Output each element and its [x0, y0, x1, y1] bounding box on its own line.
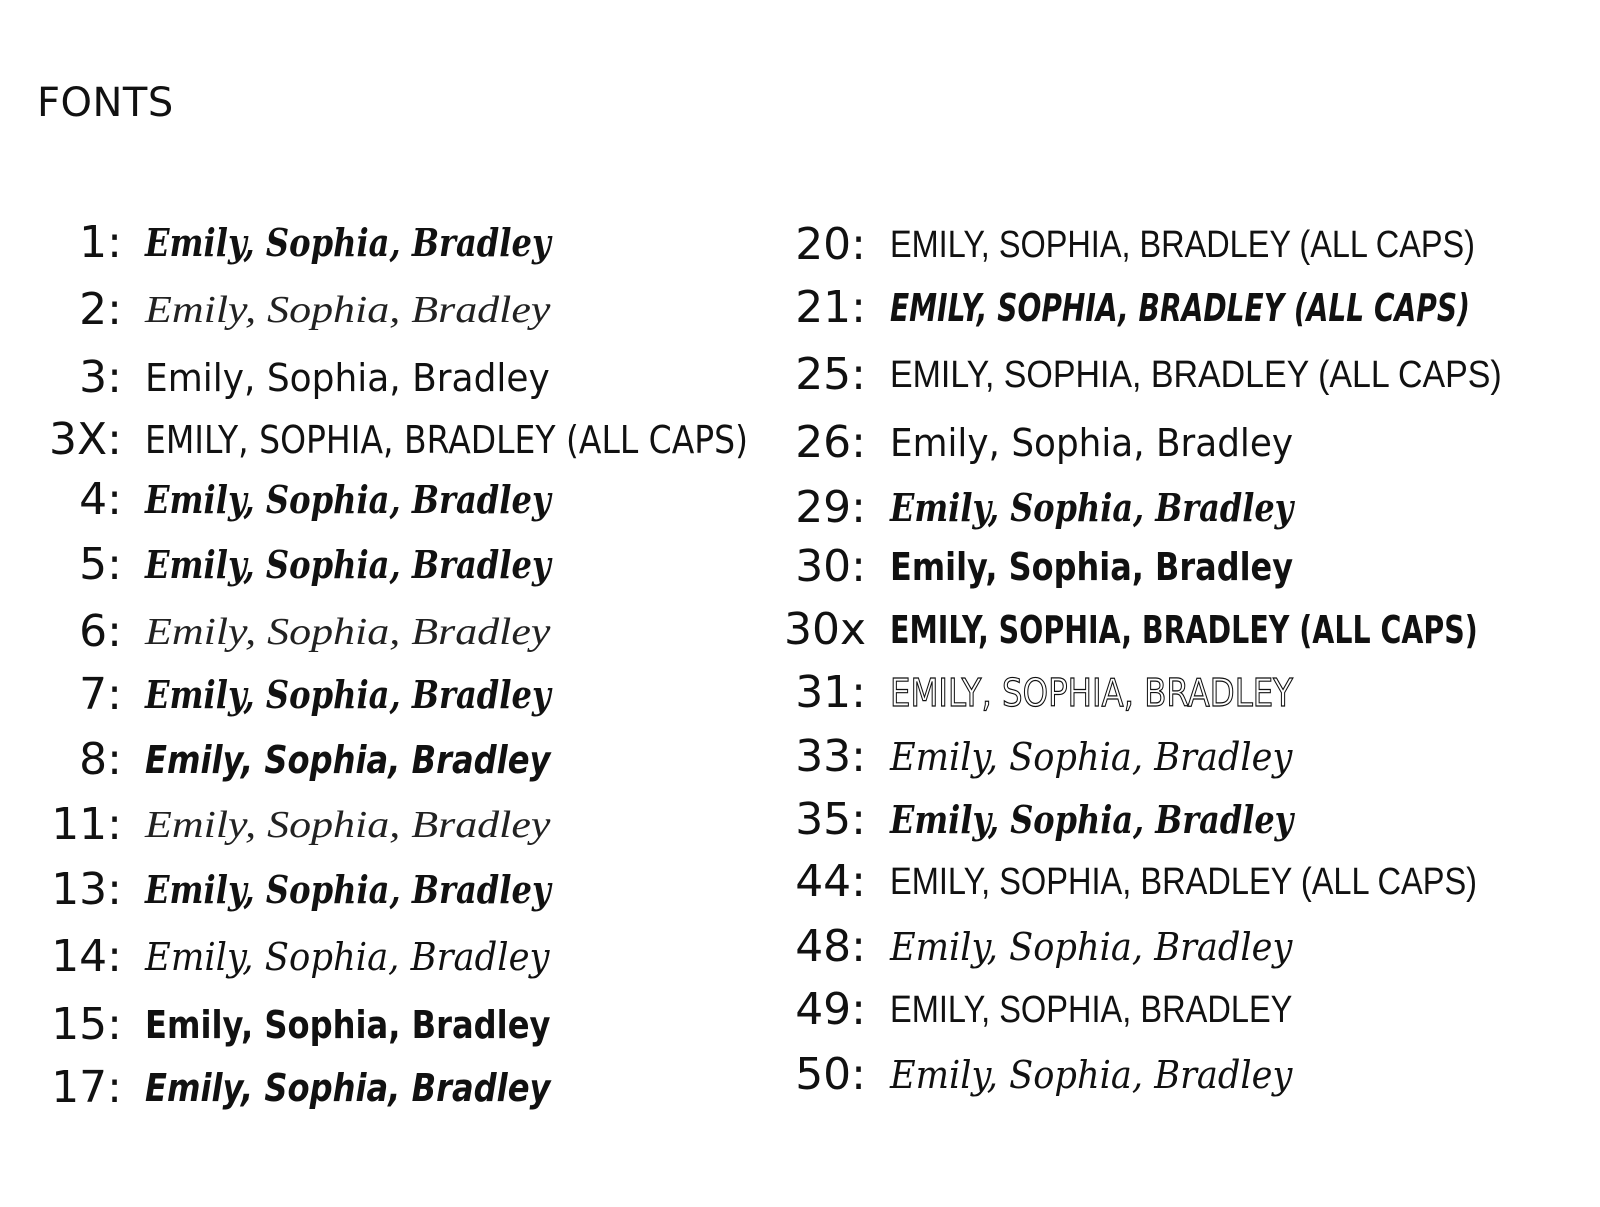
- font-sample-text: EMILY, SOPHIA, BRADLEY (ALL CAPS): [890, 354, 1502, 396]
- font-sample-text: Emily, Sophia, Bradley: [890, 485, 1294, 530]
- font-number: 20:: [795, 219, 866, 270]
- font-sample-row: 33: Emily, Sophia, Bradley: [0, 727, 1600, 787]
- font-sample-row: 26: Emily, Sophia, Bradley: [0, 413, 1600, 473]
- font-sample-text: Emily, Sophia, Bradley: [890, 925, 1293, 969]
- font-sample-text: Emily, Sophia, Bradley: [145, 804, 551, 846]
- font-sample-text: Emily, Sophia, Bradley: [890, 1053, 1293, 1097]
- font-sample-text: Emily, Sophia, Bradley: [145, 542, 551, 587]
- font-sample-row: 20: EMILY, SOPHIA, BRADLEY (ALL CAPS): [0, 215, 1600, 275]
- font-sample-text: Emily, Sophia, Bradley: [890, 797, 1294, 842]
- font-sample-row: 4: Emily, Sophia, Bradley: [0, 470, 1600, 530]
- font-sample-text: Emily, Sophia, Bradley: [145, 289, 551, 331]
- font-sample-row: 3: Emily, Sophia, Bradley: [0, 348, 1600, 408]
- font-number: 4:: [79, 474, 122, 525]
- font-sample-row: 13: Emily, Sophia, Bradley: [0, 860, 1600, 920]
- font-number: 44:: [795, 856, 866, 907]
- font-sample-text: Emily, Sophia, Bradley: [145, 220, 551, 265]
- font-sample-text: Emily, Sophia, Bradley: [890, 545, 1294, 589]
- font-sample-row: 14: Emily, Sophia, Bradley: [0, 927, 1600, 987]
- page-title: FONTS: [37, 80, 174, 126]
- font-sample-row: 8: Emily, Sophia, Bradley: [0, 730, 1600, 790]
- font-sample-row: 35: Emily, Sophia, Bradley: [0, 790, 1600, 850]
- font-number: 35:: [795, 794, 866, 845]
- font-sample-text: EMILY, SOPHIA, BRADLEY: [890, 989, 1293, 1031]
- font-sample-row: 30: Emily, Sophia, Bradley: [0, 537, 1600, 597]
- font-sample-row: 30x EMILY, SOPHIA, BRADLEY (ALL CAPS): [0, 600, 1600, 660]
- font-sample-text: Emily, Sophia, Bradley: [145, 477, 551, 522]
- font-number: 1:: [79, 217, 122, 268]
- font-sample-row: 7: Emily, Sophia, Bradley: [0, 665, 1600, 725]
- font-sample-text: Emily, Sophia, Bradley: [890, 735, 1293, 779]
- font-sample-text: Emily, Sophia, Bradley: [145, 356, 550, 400]
- font-sample-text: Emily, Sophia, Bradley: [145, 611, 551, 653]
- font-sample-row: 3X: EMILY, SOPHIA, BRADLEY (ALL CAPS): [0, 410, 1600, 470]
- font-sample-row: 50: Emily, Sophia, Bradley: [0, 1045, 1600, 1105]
- font-sample-row: 44: EMILY, SOPHIA, BRADLEY (ALL CAPS): [0, 852, 1600, 912]
- font-sample-text: EMILY, SOPHIA, BRADLEY (ALL CAPS): [890, 861, 1478, 903]
- font-number: 25:: [795, 349, 866, 400]
- font-sample-text: EMILY, SOPHIA, BRADLEY (ALL CAPS): [145, 418, 748, 462]
- font-number: 31:: [795, 667, 866, 718]
- font-sample-text: EMILY, SOPHIA, BRADLEY: [889, 670, 1293, 715]
- font-sample-text: EMILY, SOPHIA, BRADLEY (ALL CAPS): [890, 286, 1470, 330]
- font-number: 8:: [79, 734, 122, 785]
- font-sample-row: 5: Emily, Sophia, Bradley: [0, 535, 1600, 595]
- font-sample-row: 15: Emily, Sophia, Bradley: [0, 995, 1600, 1055]
- font-number: 30x: [783, 604, 866, 655]
- font-number: 49:: [795, 984, 866, 1035]
- font-number: 33:: [795, 731, 866, 782]
- font-sample-text: Emily, Sophia, Bradley: [145, 672, 551, 717]
- font-number: 48:: [795, 921, 866, 972]
- font-number: 13:: [51, 864, 122, 915]
- font-sample-text: Emily, Sophia, Bradley: [890, 421, 1294, 465]
- font-sample-row: 29: Emily, Sophia, Bradley: [0, 478, 1600, 538]
- font-sample-text: Emily, Sophia, Bradley: [145, 738, 551, 782]
- font-number: 2:: [79, 284, 122, 335]
- font-sample-row: 48: Emily, Sophia, Bradley: [0, 917, 1600, 977]
- font-sample-row: 21: EMILY, SOPHIA, BRADLEY (ALL CAPS): [0, 278, 1600, 338]
- font-sample-text: Emily, Sophia, Bradley: [145, 1066, 551, 1110]
- font-sample-row: 17: Emily, Sophia, Bradley: [0, 1058, 1600, 1118]
- font-number: 7:: [79, 669, 122, 720]
- font-sample-row: 49: EMILY, SOPHIA, BRADLEY: [0, 980, 1600, 1040]
- font-sample-text: Emily, Sophia, Bradley: [145, 935, 550, 979]
- font-number: 3:: [79, 352, 122, 403]
- font-sample-row: 6: Emily, Sophia, Bradley: [0, 602, 1600, 662]
- font-sample-row: 25: EMILY, SOPHIA, BRADLEY (ALL CAPS): [0, 345, 1600, 405]
- font-number: 5:: [79, 539, 122, 590]
- font-sample-text: Emily, Sophia, Bradley: [145, 1003, 551, 1047]
- font-number: 30:: [795, 541, 866, 592]
- font-number: 17:: [51, 1062, 122, 1113]
- font-number: 11:: [51, 799, 122, 850]
- font-number: 26:: [795, 417, 866, 468]
- font-number: 3X:: [49, 414, 122, 465]
- font-sample-text: Emily, Sophia, Bradley: [145, 867, 551, 912]
- font-sample-text: EMILY, SOPHIA, BRADLEY (ALL CAPS): [890, 608, 1478, 652]
- font-number: 15:: [51, 999, 122, 1050]
- font-number: 29:: [795, 482, 866, 533]
- font-sample-row: 11: Emily, Sophia, Bradley: [0, 795, 1600, 855]
- font-sample-row: 2: Emily, Sophia, Bradley: [0, 280, 1600, 340]
- font-sample-row: 31: EMILY, SOPHIA, BRADLEY: [0, 663, 1600, 723]
- font-sample-text: EMILY, SOPHIA, BRADLEY (ALL CAPS): [890, 224, 1475, 266]
- font-number: 6:: [79, 606, 122, 657]
- font-number: 50:: [795, 1049, 866, 1100]
- font-number: 21:: [795, 282, 866, 333]
- font-sample-row: 1: Emily, Sophia, Bradley: [0, 213, 1600, 273]
- font-number: 14:: [51, 931, 122, 982]
